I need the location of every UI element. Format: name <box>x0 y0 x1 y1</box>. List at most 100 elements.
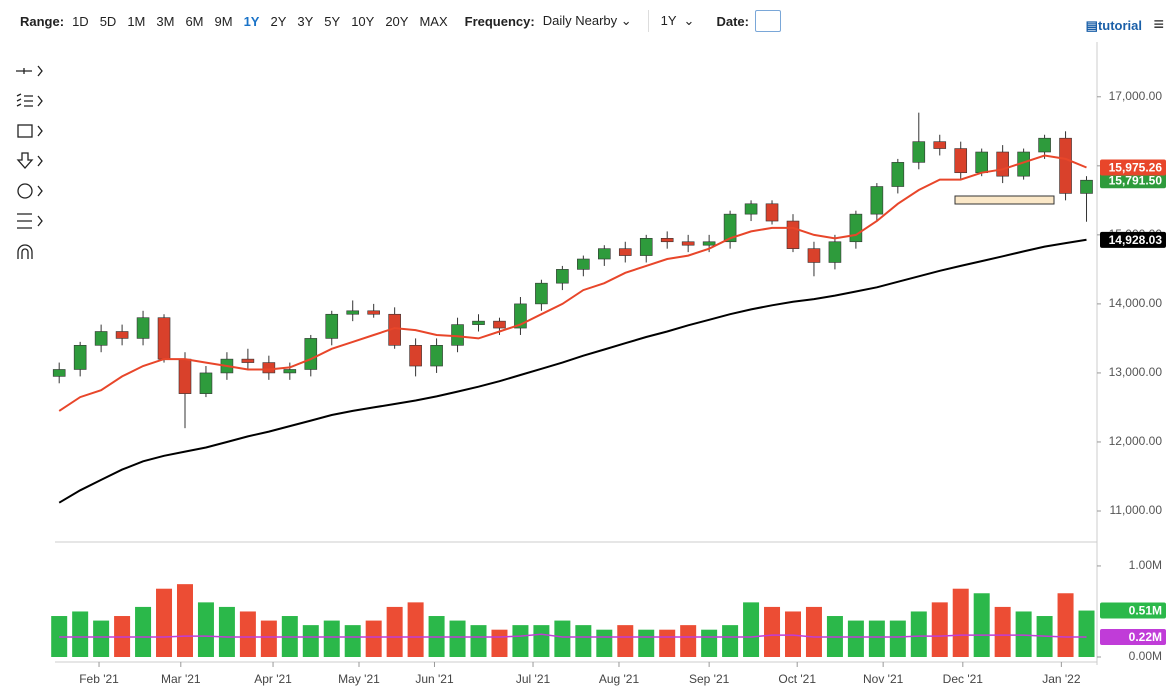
menu-button[interactable]: ≡ <box>1153 14 1164 34</box>
candle-body <box>1059 137 1072 194</box>
x-tick-label: Nov '21 <box>863 672 904 686</box>
y-tick-label: 17,000.00 <box>1109 89 1163 103</box>
value-badge-label: 0.22M <box>1129 630 1162 644</box>
volume-bar <box>344 625 361 657</box>
support-zone <box>954 195 1055 205</box>
volume-bar <box>281 616 298 657</box>
x-tick-label: Sep '21 <box>689 672 730 686</box>
y-tick-label: 11,000.00 <box>1110 503 1163 517</box>
value-badge <box>1100 172 1166 189</box>
x-tick-label: Jan '22 <box>1042 672 1081 686</box>
volume-bar <box>868 620 885 657</box>
volume-bar <box>533 625 550 657</box>
candle-body <box>577 258 590 270</box>
candle-body <box>681 241 695 246</box>
volume-bar <box>973 593 990 657</box>
range-option[interactable]: 1M <box>127 13 146 29</box>
calendar-button[interactable] <box>754 10 781 32</box>
volume-bar <box>1057 593 1074 657</box>
candle-body <box>660 238 674 243</box>
volume-bar <box>239 611 256 657</box>
volume-bar <box>135 606 152 657</box>
volume-bar <box>659 629 676 657</box>
volume-bar <box>491 629 508 657</box>
frequency-value: Daily Nearby <box>542 13 618 28</box>
x-tick-label: Feb '21 <box>79 672 119 686</box>
volume-bar <box>470 625 487 657</box>
drawing-tools <box>16 65 43 259</box>
y-tick-label: 13,000.00 <box>1109 365 1163 379</box>
range-options: 1D 5D 1M 3M 6M 9M 1Y 2Y 3Y 5Y 10Y 20Y MAX <box>72 14 459 29</box>
candle-body <box>535 282 548 305</box>
x-tick-label: Apr '21 <box>254 672 292 686</box>
volume-bar <box>910 611 927 657</box>
volume-bar <box>449 620 466 657</box>
volume-bar <box>596 629 613 657</box>
candle-body <box>1038 137 1051 153</box>
candle-body <box>178 358 192 394</box>
value-badge <box>1100 628 1166 645</box>
candle-body <box>996 151 1009 177</box>
range-option[interactable]: MAX <box>419 13 448 29</box>
volume-bar <box>805 606 822 657</box>
candle-body <box>451 324 464 346</box>
candle-body <box>157 317 171 360</box>
candle-body <box>828 241 842 263</box>
candle-body <box>765 203 779 222</box>
volume-bar <box>407 602 424 657</box>
range-option[interactable]: 1D <box>72 13 89 29</box>
date-label: Date: <box>716 13 749 29</box>
volume-bar <box>952 588 969 657</box>
candle-body <box>514 303 527 329</box>
candle-body <box>807 248 821 263</box>
volume-bar <box>260 620 277 657</box>
range-option[interactable]: 3Y <box>297 13 314 29</box>
range-option[interactable]: 20Y <box>385 13 409 29</box>
x-tick-label: Oct '21 <box>778 672 816 686</box>
candle-body <box>556 269 569 284</box>
volume-bar <box>617 625 634 657</box>
volume-bar <box>784 611 801 657</box>
value-badge <box>1100 159 1166 176</box>
volume-bar <box>575 625 592 657</box>
candle-body <box>849 213 863 243</box>
candle-body <box>409 345 422 367</box>
tutorial-link[interactable]: ▤tutorial <box>1085 18 1142 33</box>
value-badge-label: 0.51M <box>1129 604 1162 618</box>
period-value: 1Y <box>660 13 677 28</box>
y-tick-label: 16,000.00 <box>1109 158 1163 172</box>
range-option[interactable]: 5Y <box>324 13 341 29</box>
moving-average <box>58 238 1087 504</box>
y-tick-label: 12,000.00 <box>1109 434 1163 448</box>
volume-bar <box>428 616 445 657</box>
y-tick-label: 15,000.00 <box>1109 227 1163 241</box>
frequency-select[interactable]: Daily Nearby ⌄ <box>542 13 632 28</box>
toolbar: Range: 1D 5D 1M 3M 6M 9M 1Y 2Y 3Y 5Y 10Y 20Y MAX Fre… <box>0 0 1176 42</box>
value-badge-label: 14,928.03 <box>1109 233 1163 247</box>
range-option[interactable]: 10Y <box>351 13 375 29</box>
volume-bar <box>994 606 1011 657</box>
range-option[interactable]: 6M <box>185 13 204 29</box>
volume-bar <box>722 625 739 657</box>
candle-body <box>786 220 800 249</box>
range-option[interactable]: 5D <box>99 13 117 29</box>
candle-body <box>639 238 653 256</box>
range-option[interactable]: 2Y <box>270 13 287 29</box>
volume-bar <box>847 620 864 657</box>
range-option[interactable]: 9M <box>214 13 233 29</box>
x-tick-label: Jul '21 <box>516 672 551 686</box>
candle-body <box>430 345 443 367</box>
moving-average <box>58 154 1087 412</box>
volume-bar <box>554 620 571 657</box>
x-tick-label: May '21 <box>338 672 380 686</box>
period-select[interactable]: 1Y ⌄ <box>660 13 695 28</box>
candle-body <box>1017 151 1030 177</box>
range-option[interactable]: 3M <box>156 13 175 29</box>
volume-bar <box>1036 616 1053 657</box>
volume-bar <box>931 602 948 657</box>
range-option[interactable]: 1Y <box>243 13 260 29</box>
candle-body <box>472 320 485 325</box>
volume-bar <box>218 606 235 657</box>
frequency-label: Frequency: <box>464 13 535 29</box>
